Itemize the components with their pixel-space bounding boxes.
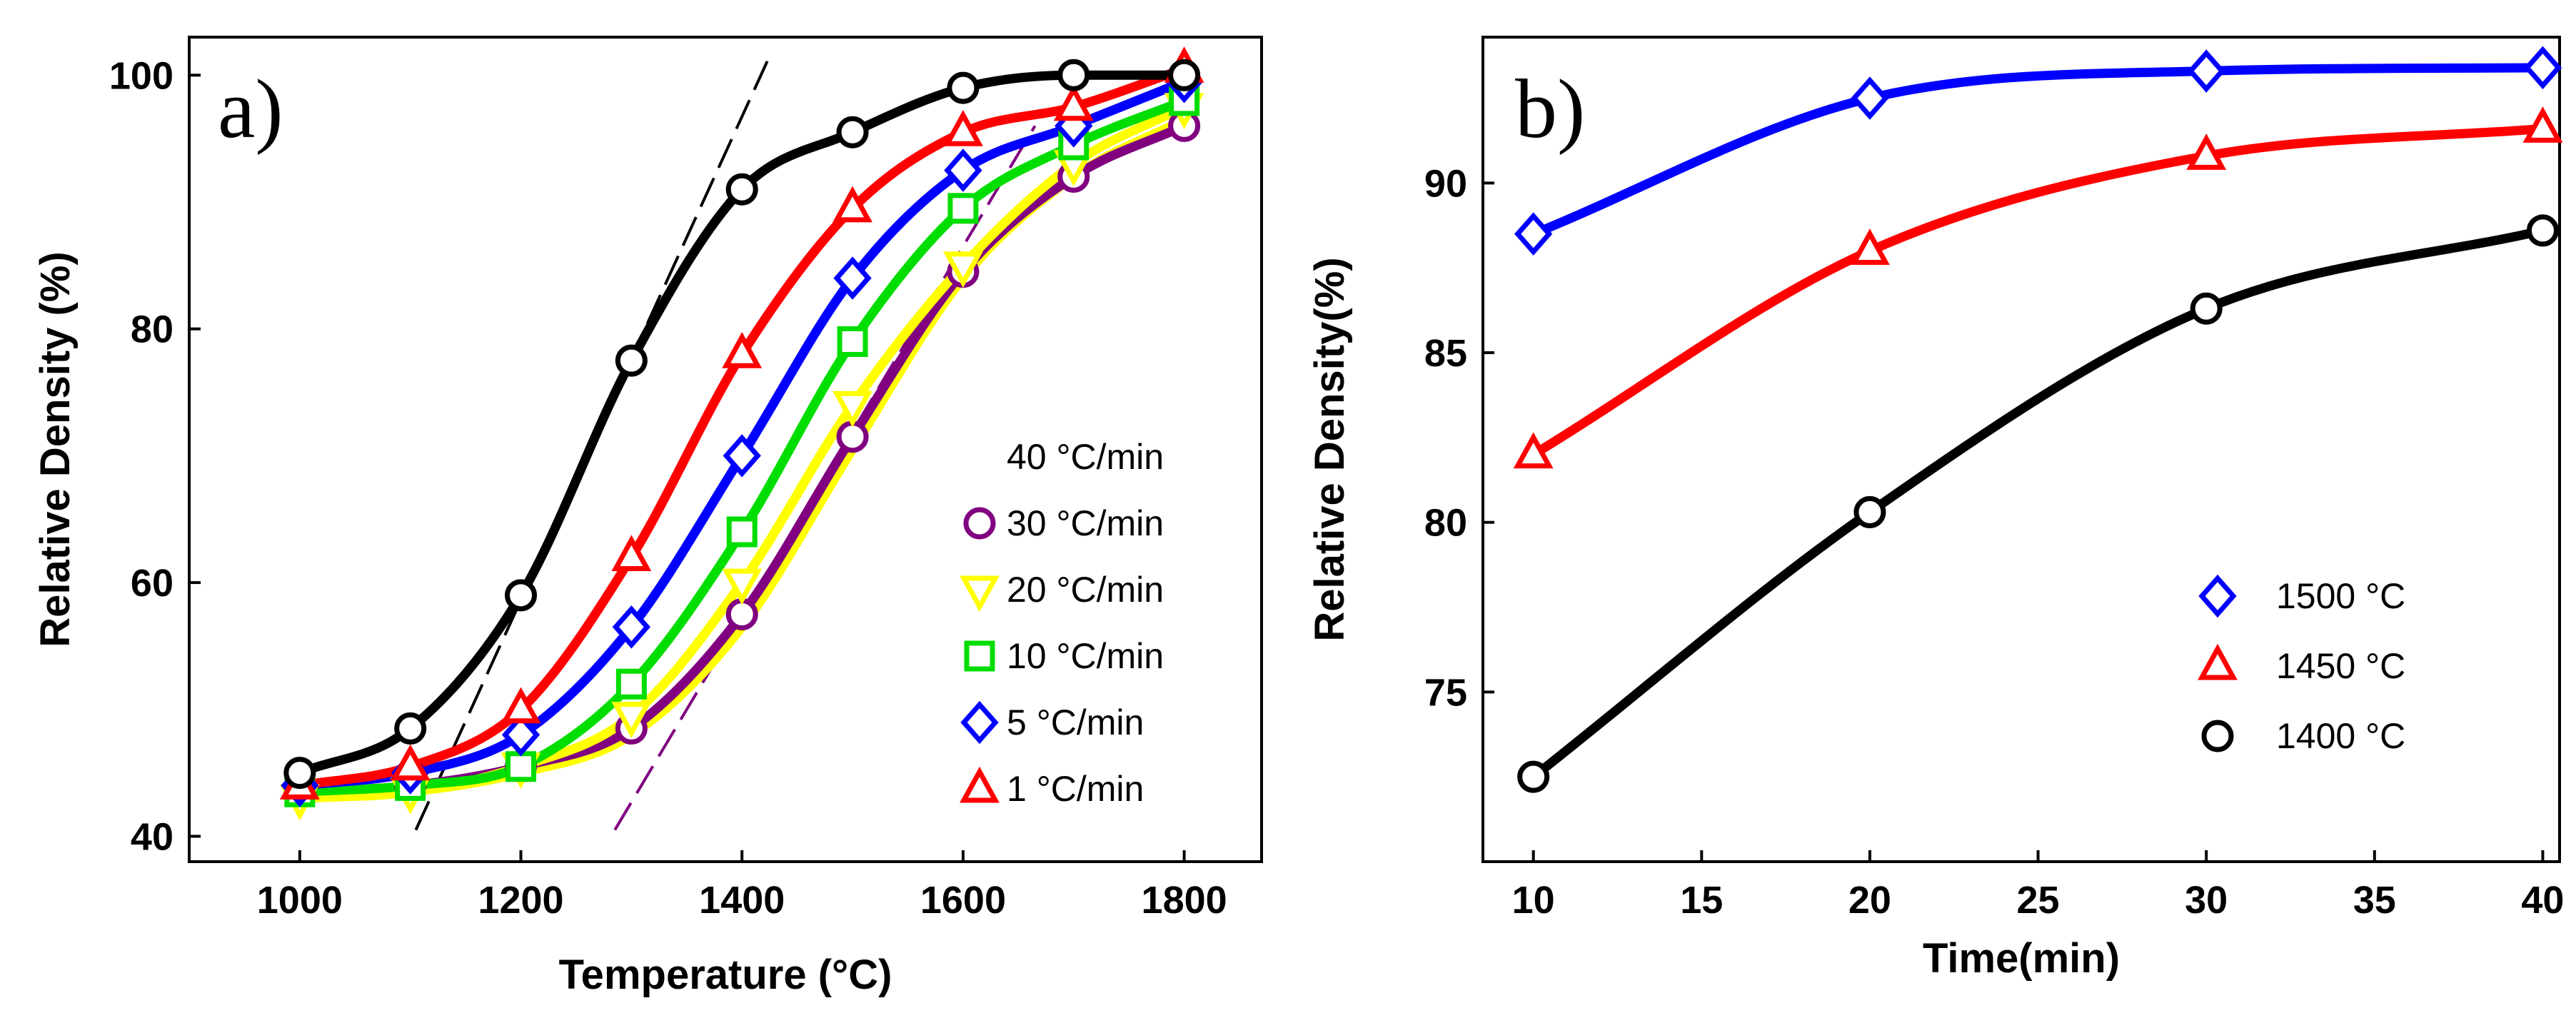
series-line — [1529, 124, 2547, 460]
data-point — [1513, 432, 1554, 469]
data-point — [615, 668, 647, 700]
legend-label: 20 °C/min — [1007, 570, 1164, 610]
data-point — [1168, 59, 1201, 91]
data-point — [2523, 46, 2562, 90]
data-point — [723, 434, 761, 478]
data-point — [615, 344, 648, 377]
series-line — [295, 64, 1189, 790]
legend-marker — [960, 700, 999, 745]
legend-label: 30 °C/min — [1007, 503, 1164, 543]
data-point — [2526, 214, 2559, 247]
data-point — [2187, 49, 2225, 93]
data-point — [1851, 76, 1889, 120]
data-point — [722, 568, 763, 605]
data-point — [283, 757, 316, 790]
y-tick-label: 90 — [1424, 162, 1467, 205]
data-point — [944, 148, 982, 192]
data-point — [2522, 106, 2563, 143]
legend-marker — [964, 640, 995, 672]
legend-label: 1500 °C — [2276, 576, 2405, 616]
legend-label: 10 °C/min — [1007, 636, 1164, 676]
x-tick-label: 1800 — [1142, 879, 1227, 922]
data-point — [500, 687, 541, 724]
data-point — [501, 713, 540, 757]
data-point — [611, 535, 652, 572]
plot-frame — [188, 36, 1263, 863]
y-axis-label: Relative Density (%) — [32, 251, 79, 647]
data-point — [505, 751, 537, 782]
legend-marker — [2198, 574, 2237, 618]
data-point — [832, 390, 872, 428]
tangent-fit-line — [414, 55, 771, 831]
data-point — [722, 331, 763, 368]
y-tick-label: 80 — [131, 308, 173, 351]
x-axis-label: Time(min) — [1923, 935, 2120, 982]
y-tick-label: 80 — [1424, 502, 1467, 545]
legend-marker — [960, 575, 1000, 613]
x-axis-label: Temperature (°C) — [559, 952, 892, 998]
legend-marker — [2201, 720, 2234, 752]
data-point — [611, 702, 652, 738]
x-tick-label: 40 — [2521, 879, 2564, 922]
series-line — [295, 70, 1189, 778]
y-tick-label: 60 — [131, 562, 173, 605]
x-tick-label: 25 — [2017, 879, 2060, 922]
y-axis-label: Relative Density(%) — [1307, 257, 1353, 641]
data-point — [725, 173, 758, 206]
y-tick-label: 85 — [1424, 332, 1467, 375]
plot-frame — [1481, 36, 2561, 863]
x-tick-label: 1400 — [699, 879, 785, 922]
legend-label: 1 °C/min — [1007, 769, 1144, 809]
x-tick-label: 30 — [2185, 879, 2228, 922]
panel-label: a) — [218, 62, 283, 156]
data-point — [947, 193, 979, 224]
data-point — [942, 251, 983, 288]
data-point — [612, 605, 651, 649]
data-point — [1514, 212, 1553, 256]
x-tick-label: 10 — [1512, 879, 1555, 922]
data-point — [833, 256, 872, 300]
legend-marker — [963, 507, 996, 540]
data-point — [942, 110, 983, 146]
x-tick-label: 35 — [2353, 879, 2396, 922]
x-tick-label: 1200 — [478, 879, 563, 922]
y-tick-label: 75 — [1424, 671, 1467, 714]
data-point — [2186, 133, 2227, 170]
legend-label: 40 °C/min — [1007, 437, 1164, 477]
data-point — [2190, 292, 2223, 325]
x-tick-label: 20 — [1848, 879, 1891, 922]
data-point — [1053, 84, 1094, 121]
data-point — [726, 516, 758, 548]
data-point — [1850, 228, 1890, 265]
x-tick-label: 1600 — [920, 879, 1006, 922]
panel-b: 10 15 20 25 30 35 40 75 80 85 90 Time(min) Relative … — [1307, 36, 2564, 982]
panel-label: b) — [1515, 62, 1585, 156]
y-tick-label: 100 — [109, 54, 173, 97]
data-point — [947, 71, 980, 104]
legend-marker — [2198, 643, 2238, 680]
data-point — [1517, 760, 1550, 793]
data-point — [1853, 495, 1886, 528]
data-point — [832, 186, 872, 223]
data-point — [837, 326, 868, 357]
series-line — [1529, 63, 2547, 239]
series-line — [1529, 226, 2547, 782]
data-point — [394, 712, 427, 745]
x-tick-label: 1000 — [257, 879, 343, 922]
data-point — [836, 116, 869, 148]
data-point — [1057, 59, 1090, 91]
x-tick-label: 15 — [1680, 879, 1723, 922]
data-point — [390, 744, 431, 781]
legend-marker — [960, 766, 1000, 803]
legend-label: 5 °C/min — [1007, 702, 1144, 742]
y-tick-label: 40 — [131, 815, 173, 858]
legend-label: 1400 °C — [2276, 716, 2405, 756]
data-point — [505, 579, 538, 612]
panel-a: 1000 1200 1400 1600 1800 40 60 80 100 Temperature… — [32, 36, 1263, 998]
legend-label: 1450 °C — [2276, 646, 2405, 686]
